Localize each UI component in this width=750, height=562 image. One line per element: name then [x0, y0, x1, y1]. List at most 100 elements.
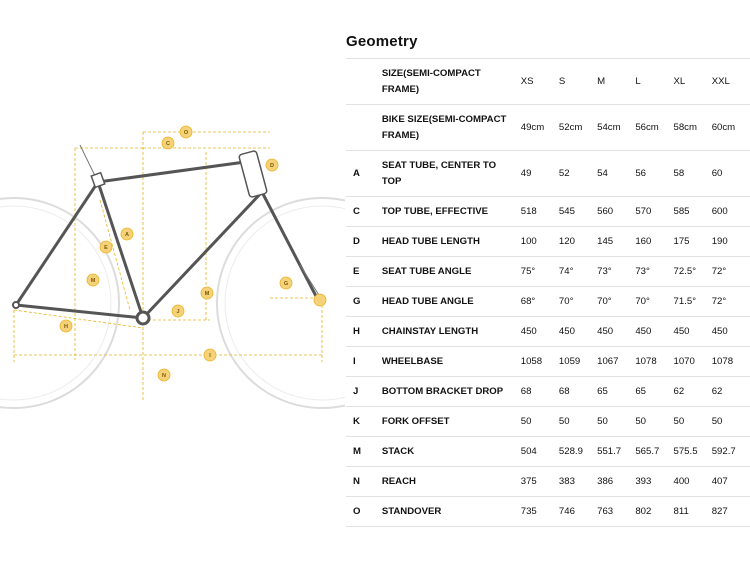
marker-d [265, 158, 279, 172]
row-value: 71.5° [673, 286, 712, 317]
marker-label-c: C [166, 141, 170, 147]
row-label: SEAT TUBE ANGLE [381, 256, 521, 287]
row-code [346, 58, 382, 105]
row-label: CHAINSTAY LENGTH [381, 316, 521, 347]
row-value: 120 [558, 226, 598, 257]
marker-e [99, 240, 113, 254]
row-value: 518 [520, 196, 559, 227]
marker-label-n: O [184, 130, 189, 136]
row-value: 827 [711, 496, 750, 527]
row-value: 386 [597, 466, 636, 497]
row-value: 746 [558, 496, 598, 527]
table-row: C TOP TUBE, EFFECTIVE 518 545 560 570 585 600 [346, 196, 750, 227]
row-value: 450 [711, 316, 750, 347]
row-value: 52cm [558, 104, 598, 151]
row-value: 190 [711, 226, 750, 257]
row-value: 58cm [673, 104, 712, 151]
row-label: STACK [381, 436, 521, 467]
row-value: 68 [558, 376, 598, 407]
row-value: 450 [520, 316, 559, 347]
rear-wheel-inner [0, 205, 112, 401]
row-value: 585 [673, 196, 712, 227]
row-code: A [346, 150, 382, 197]
table-row: SIZE(SEMI-COMPACT FRAME) XS S M L XL XXL [346, 58, 750, 105]
row-code: O [346, 496, 382, 527]
row-value: 72° [711, 256, 750, 287]
row-value: 60cm [711, 104, 750, 151]
row-label: SEAT TUBE, CENTER TO TOP [381, 150, 521, 197]
row-value: 565.7 [635, 436, 674, 467]
row-code [346, 104, 382, 151]
marker-k [86, 273, 100, 287]
marker-a [120, 227, 134, 241]
row-value: M [597, 58, 636, 105]
marker-n [179, 125, 193, 139]
row-value: 70° [597, 286, 636, 317]
table-row: O STANDOVER 735 746 763 802 811 827 [346, 496, 750, 527]
row-value: 75° [520, 256, 559, 287]
row-value: 1058 [520, 346, 559, 377]
row-value: 49cm [520, 104, 559, 151]
row-value: 600 [711, 196, 750, 227]
marker-o [157, 368, 171, 382]
row-value: 375 [520, 466, 559, 497]
row-value: 72° [711, 286, 750, 317]
row-code: M [346, 436, 382, 467]
rear-axle [12, 301, 20, 309]
marker-label-m: M [205, 291, 210, 297]
row-value: 1078 [635, 346, 674, 377]
row-value: 72.5° [673, 256, 712, 287]
row-value: 450 [597, 316, 636, 347]
page-title: Geometry [346, 33, 418, 50]
row-value: 74° [558, 256, 598, 287]
row-value: 100 [520, 226, 559, 257]
row-value: 68° [520, 286, 559, 317]
row-value: 450 [673, 316, 712, 347]
row-value: 383 [558, 466, 598, 497]
row-value: 175 [673, 226, 712, 257]
row-value: 50 [558, 406, 598, 437]
row-code: E [346, 256, 382, 287]
row-value: 1070 [673, 346, 712, 377]
row-label: BOTTOM BRACKET DROP [381, 376, 521, 407]
row-value: 407 [711, 466, 750, 497]
row-value: 802 [635, 496, 674, 527]
marker-j [171, 304, 185, 318]
row-value: S [558, 58, 598, 105]
row-value: XL [673, 58, 712, 105]
bottom-bracket [135, 310, 151, 326]
row-value: XS [520, 58, 559, 105]
table-row: G HEAD TUBE ANGLE 68° 70° 70° 70° 71.5° 72° [346, 286, 750, 317]
row-value: 450 [635, 316, 674, 347]
row-value: 54 [597, 150, 636, 197]
row-value: 570 [635, 196, 674, 227]
row-label: FORK OFFSET [381, 406, 521, 437]
row-value: 400 [673, 466, 712, 497]
row-value: 62 [673, 376, 712, 407]
row-code: H [346, 316, 382, 347]
row-code: I [346, 346, 382, 377]
row-code: G [346, 286, 382, 317]
marker-f [313, 293, 327, 307]
row-value: 528.9 [558, 436, 598, 467]
row-value: 763 [597, 496, 636, 527]
row-value: 50 [520, 406, 559, 437]
front-wheel-inner [224, 205, 345, 401]
bike-geometry-diagram: O C D A E M M G J H I N [0, 125, 345, 409]
row-value: 145 [597, 226, 636, 257]
row-label: REACH [381, 466, 521, 497]
table-row: D HEAD TUBE LENGTH 100 120 145 160 175 190 [346, 226, 750, 257]
row-value: 60 [711, 150, 750, 197]
row-code: N [346, 466, 382, 497]
row-value: 575.5 [673, 436, 712, 467]
row-label: SIZE(SEMI-COMPACT FRAME) [381, 58, 521, 105]
row-label: HEAD TUBE LENGTH [381, 226, 521, 257]
table-row: H CHAINSTAY LENGTH 450 450 450 450 450 450 [346, 316, 750, 347]
row-label: STANDOVER [381, 496, 521, 527]
row-value: 50 [597, 406, 636, 437]
marker-i [203, 348, 217, 362]
marker-m [200, 286, 214, 300]
marker-g [279, 276, 293, 290]
row-value: 58 [673, 150, 712, 197]
row-value: 504 [520, 436, 559, 467]
